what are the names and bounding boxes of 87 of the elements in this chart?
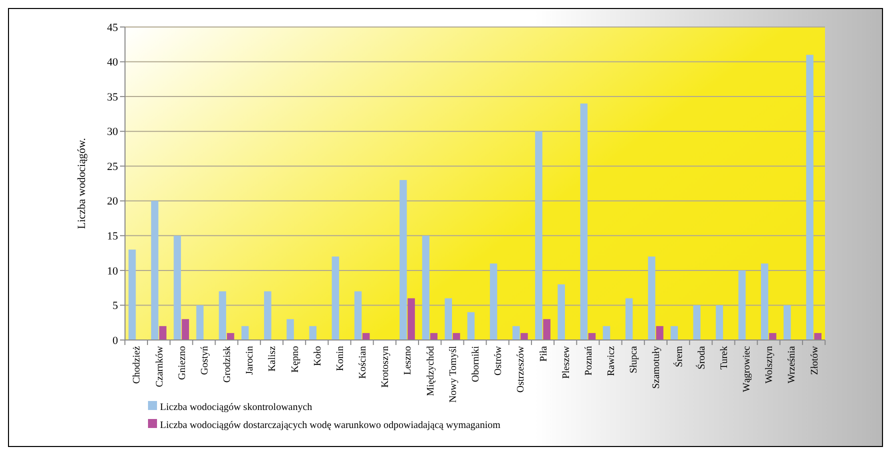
x-tick-label: Jarocin <box>244 346 256 375</box>
bar <box>408 298 415 340</box>
x-tick-label: Ostrzeszów <box>516 345 527 393</box>
bar <box>602 326 610 340</box>
y-tick-label: 15 <box>107 230 118 243</box>
y-tick-label: 20 <box>107 196 118 208</box>
y-tick-label: 40 <box>107 56 118 69</box>
bar <box>558 284 565 340</box>
bar <box>430 333 438 340</box>
bar <box>241 326 249 340</box>
bar <box>354 291 362 340</box>
bar <box>467 312 475 340</box>
x-tick-label: Słupca <box>628 345 640 374</box>
bar <box>580 104 588 340</box>
bar <box>182 319 190 340</box>
bar <box>309 326 316 340</box>
x-tick-label: Wolsztyn <box>764 346 776 384</box>
y-tick-label: 0 <box>112 334 118 347</box>
bar <box>760 263 768 340</box>
x-tick-label: Oborniki <box>470 346 482 382</box>
y-tick-label: 25 <box>107 160 118 173</box>
x-tick-label: Chodzież <box>132 345 143 384</box>
bar <box>128 250 136 340</box>
y-tick-label: 45 <box>107 22 118 34</box>
x-tick-label: Koło <box>312 346 324 366</box>
bar <box>490 263 498 340</box>
x-tick-label: Szamotuły <box>651 346 662 389</box>
bar <box>738 270 746 340</box>
bar <box>670 326 678 340</box>
x-tick-label: Gostyń <box>199 346 210 375</box>
bar <box>332 256 340 340</box>
y-axis-title: Liczba wodociągów. <box>76 138 88 229</box>
bar <box>769 333 776 340</box>
x-tick-label: Pleszew <box>560 345 572 379</box>
x-tick-label: Konin <box>334 346 346 371</box>
y-tick-label: 5 <box>112 300 118 312</box>
bar <box>151 200 158 340</box>
y-tick-label: 30 <box>107 126 118 138</box>
x-tick-label: Nowy Tomyśl <box>448 346 459 403</box>
bar <box>444 298 452 340</box>
bar <box>174 236 181 340</box>
x-tick-label: Wągrowiec <box>742 345 753 392</box>
bar <box>693 305 700 340</box>
bar <box>520 333 528 340</box>
x-tick-label: Poznań <box>583 346 594 376</box>
y-tick-label: 35 <box>107 91 118 104</box>
x-tick-label: Czarnków <box>154 345 166 388</box>
x-tick-label: Grodzisk <box>222 346 234 383</box>
bar <box>716 305 724 340</box>
bar <box>400 180 407 340</box>
bar <box>588 333 596 340</box>
x-tick-label: Września <box>786 345 798 384</box>
bar <box>784 305 791 340</box>
bar <box>422 236 430 340</box>
bar <box>535 131 542 340</box>
bar <box>814 333 822 340</box>
x-tick-label: Kalisz <box>267 345 278 372</box>
x-tick-label: Złotów <box>809 345 820 375</box>
bar <box>286 319 294 340</box>
x-tick-label: Kościan <box>358 346 369 379</box>
bar <box>159 326 166 340</box>
x-tick-label: Śrem <box>672 346 685 368</box>
x-tick-label: Środa <box>695 345 708 370</box>
x-tick-label: Kępno <box>290 346 301 373</box>
bar <box>656 326 664 340</box>
x-tick-label: Gniezno <box>176 346 188 380</box>
bar <box>196 305 204 340</box>
bar <box>806 54 814 340</box>
legend-label: Liczba wodociągów skontrolowanych <box>160 402 312 413</box>
bar <box>362 333 370 340</box>
bar <box>264 291 272 340</box>
x-tick-label: Leszno <box>402 346 414 375</box>
x-tick-label: Rawicz <box>606 345 618 376</box>
bar <box>625 298 633 340</box>
x-tick-label: Ostrów <box>493 345 504 376</box>
legend-label: Liczba wodociągów dostarczających wodę warunkowo odpowiadającą wymaganiom <box>160 420 501 431</box>
x-tick-label: Międzychód <box>425 346 436 396</box>
bar <box>218 291 226 340</box>
bar <box>543 319 550 340</box>
bar <box>452 333 460 340</box>
x-tick-label: Piła <box>538 345 550 362</box>
x-tick-label: Turek <box>718 346 730 370</box>
bar <box>226 333 234 340</box>
x-tick-label: Krotoszyn <box>380 346 392 388</box>
bar <box>648 256 656 340</box>
bar <box>512 326 520 340</box>
y-tick-label: 10 <box>107 265 118 278</box>
